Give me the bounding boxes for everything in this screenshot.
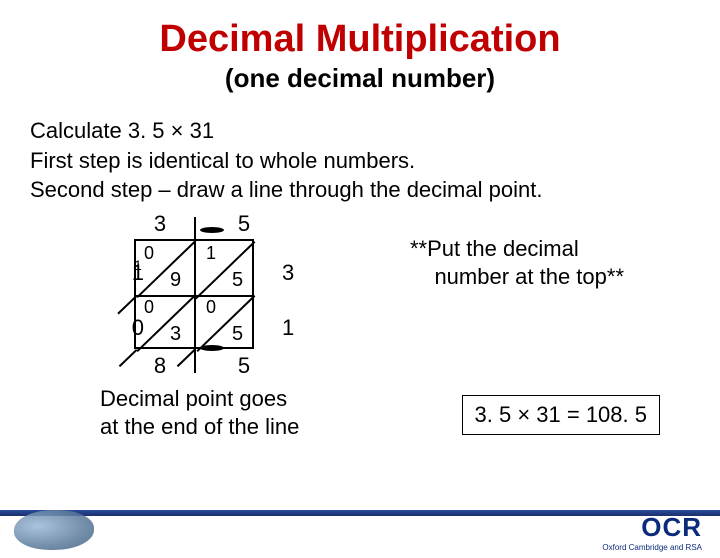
- cell-lower: 9: [170, 269, 181, 292]
- note-line-1: **Put the decimal: [410, 235, 680, 263]
- cell-lower: 3: [170, 323, 181, 346]
- top-digit-3: 3: [148, 211, 172, 237]
- note-line-2: number at the top**: [410, 263, 680, 291]
- right-digit-3: 3: [276, 245, 294, 300]
- decimal-dot-icon: [200, 345, 224, 351]
- cell-lower: 5: [232, 323, 243, 346]
- left-digit-0: 0: [120, 300, 144, 355]
- logo-subtext: Oxford Cambridge and RSA: [602, 543, 702, 552]
- diagram-caption: Decimal point goes at the end of the lin…: [100, 385, 299, 440]
- footer-graphic: [14, 510, 94, 550]
- line-1: Calculate 3. 5 × 31: [30, 116, 720, 146]
- left-digit-1: 1: [120, 245, 144, 300]
- caption-line-2: at the end of the line: [100, 413, 299, 441]
- cell-upper: 0: [144, 243, 154, 264]
- instruction-text: Calculate 3. 5 × 31 First step is identi…: [30, 116, 720, 205]
- line-2: First step is identical to whole numbers…: [30, 146, 720, 176]
- caption-line-1: Decimal point goes: [100, 385, 299, 413]
- lattice-bottom-labels: 8 5: [148, 353, 256, 379]
- page-title: Decimal Multiplication: [0, 18, 720, 61]
- top-digit-5: 5: [232, 211, 256, 237]
- side-note: **Put the decimal number at the top**: [410, 235, 680, 290]
- lattice-diagram: 3 5 0 9 1 5 0 3 0 5: [120, 211, 256, 379]
- lattice-top-labels: 3 5: [148, 211, 256, 237]
- main-content: 3 5 0 9 1 5 0 3 0 5: [0, 205, 720, 465]
- cell-lower: 5: [232, 269, 243, 292]
- answer-box: 3. 5 × 31 = 108. 5: [462, 395, 660, 435]
- line-3: Second step – draw a line through the de…: [30, 175, 720, 205]
- right-digit-1: 1: [276, 300, 294, 355]
- bottom-digit-8: 8: [148, 353, 172, 379]
- cell-upper: 1: [206, 243, 216, 264]
- diag-line: [195, 241, 255, 299]
- lattice-grid: 0 9 1 5 0 3 0 5 1 3 1 1 0: [134, 239, 254, 349]
- left-result: 1 0: [120, 245, 144, 355]
- page-subtitle: (one decimal number): [0, 63, 720, 94]
- cell-upper: 0: [144, 297, 154, 318]
- cell-upper: 0: [206, 297, 216, 318]
- ocr-logo: OCR Oxford Cambridge and RSA: [602, 512, 702, 552]
- decimal-dot-icon: [200, 227, 224, 233]
- bottom-digit-5: 5: [232, 353, 256, 379]
- right-multiplier: 3 1: [276, 245, 294, 355]
- decimal-line: [194, 217, 196, 373]
- logo-text: OCR: [602, 512, 702, 543]
